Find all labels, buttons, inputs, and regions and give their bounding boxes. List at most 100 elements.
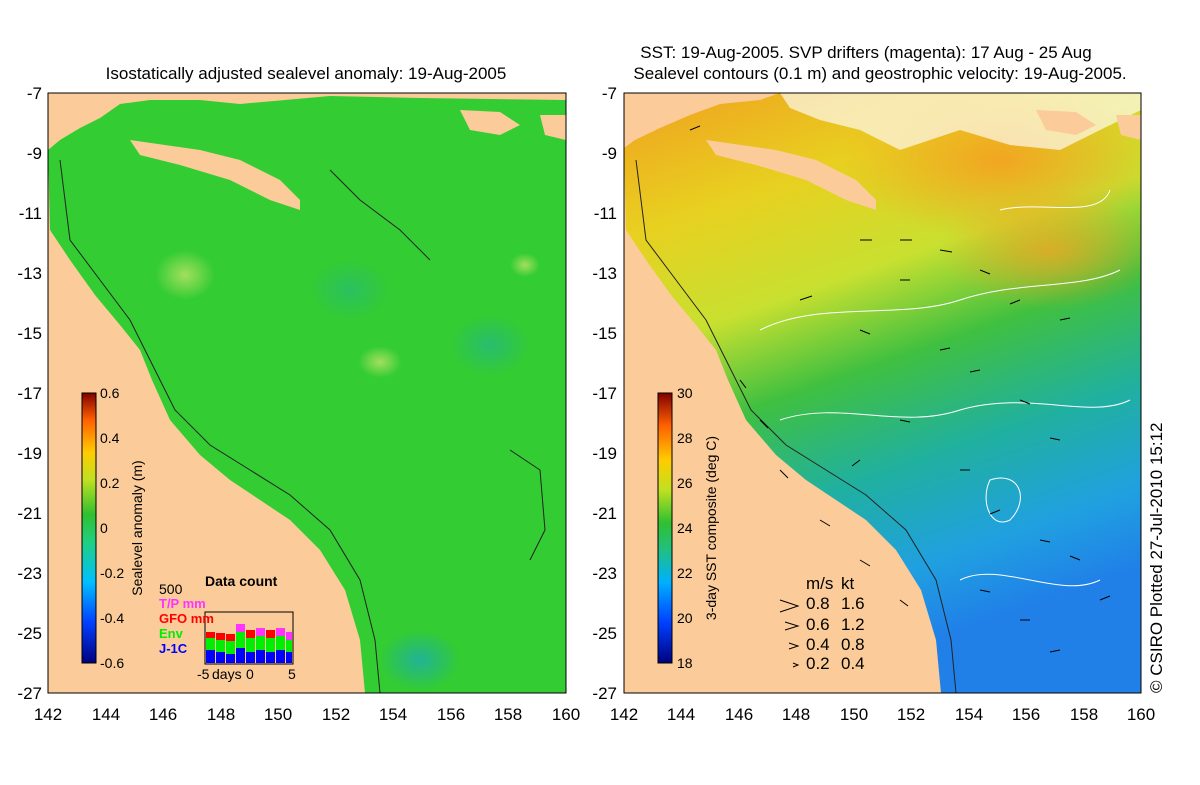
- velocity-key-ms: 0.4: [806, 635, 830, 654]
- data-count-axes: [204, 611, 294, 665]
- legend-gfo: GFO mm: [159, 611, 214, 626]
- sealevel-contour: [985, 477, 1021, 523]
- lat-tick: -7: [27, 84, 42, 103]
- left-map-frame: [47, 92, 567, 694]
- lat-tick: -7: [602, 84, 617, 103]
- lat-tick: -21: [592, 504, 617, 523]
- sst-colorbar: 30 28 26 24 22 20 18 3-day SST composite…: [657, 385, 719, 671]
- sla-colorbar-tick: 0.4: [100, 430, 120, 446]
- lon-tick: 156: [437, 705, 465, 724]
- lat-tick: -27: [592, 684, 617, 703]
- sla-colorbar-bar: [81, 392, 97, 664]
- data-count-xtick: 0: [246, 666, 254, 682]
- data-count-xlabel: days: [212, 666, 242, 682]
- sealevel-contour: [779, 399, 1131, 421]
- cloud-mask: [780, 93, 1141, 150]
- land-island: [540, 115, 566, 140]
- sst-colorbar-tick: 30: [677, 385, 693, 401]
- lat-tick: -11: [594, 204, 617, 223]
- sst-colorbar-tick: 26: [677, 475, 693, 491]
- sla-colorbar-label: Sealevel anomaly (m): [129, 460, 145, 595]
- lat-tick: -9: [602, 144, 617, 163]
- sealevel-contour: [759, 269, 1121, 331]
- sst-colorbar-label: 3-day SST composite (deg C): [703, 436, 719, 620]
- lat-tick: -13: [17, 264, 42, 283]
- land-island: [460, 110, 520, 135]
- lat-tick: -23: [17, 564, 42, 583]
- lon-tick: 142: [610, 705, 638, 724]
- lon-tick: 154: [379, 705, 407, 724]
- land-australia: [48, 150, 365, 693]
- velocity-vectors: [689, 125, 1111, 653]
- shelf-contour: [635, 159, 957, 693]
- land-island: [1116, 115, 1141, 140]
- land-australia: [624, 150, 941, 693]
- velocity-key-ms-header: m/s: [806, 574, 833, 593]
- lat-tick: -15: [17, 324, 42, 343]
- land-png: [48, 93, 566, 150]
- lon-tick: 152: [322, 705, 350, 724]
- lon-tick: 158: [1070, 705, 1098, 724]
- land-island: [1036, 110, 1096, 135]
- lon-tick: 152: [897, 705, 925, 724]
- lon-tick: 146: [725, 705, 753, 724]
- anomaly-low: [310, 260, 390, 320]
- velocity-key-arrow: [779, 599, 800, 613]
- anomaly-low: [380, 630, 460, 690]
- velocity-key-arrow: [792, 662, 800, 668]
- sla-colorbar-tick: -0.6: [100, 655, 124, 671]
- legend-j1c: J-1C: [159, 641, 188, 656]
- land-peninsula: [706, 140, 876, 210]
- left-lon-axis: 142 144 146 148 150 152 154 156 158 160: [34, 705, 580, 724]
- velocity-key-ms: 0.8: [806, 594, 830, 613]
- lat-tick: -25: [17, 624, 42, 643]
- left-map-title: Isostatically adjusted sealevel anomaly:…: [106, 64, 507, 83]
- velocity-key-kt: 1.2: [841, 615, 865, 634]
- lon-tick: 144: [667, 705, 695, 724]
- lon-tick: 148: [782, 705, 810, 724]
- sealevel-contour: [959, 573, 1101, 587]
- sst-warm-region: [940, 190, 1141, 310]
- reef-contour: [509, 449, 546, 561]
- right-map: SST: 19-Aug-2005. SVP drifters (magenta)…: [592, 43, 1155, 724]
- lon-tick: 144: [92, 705, 120, 724]
- sst-colorbar-tick: 28: [677, 430, 693, 446]
- velocity-key-kt: 0.8: [841, 635, 865, 654]
- sealevel-contour: [999, 189, 1111, 211]
- depth-contour: [329, 169, 431, 261]
- sst-colorbar-tick: 24: [677, 520, 693, 536]
- sla-colorbar-tick: 0: [100, 520, 108, 536]
- velocity-key-kt: 0.4: [841, 654, 865, 673]
- lat-tick: -17: [17, 384, 42, 403]
- lat-tick: -19: [17, 444, 42, 463]
- land-peninsula: [130, 140, 300, 210]
- lat-tick: -11: [19, 204, 42, 223]
- data-count-inset: 500 Data count T/P mm GFO mm Env J-1C -5…: [159, 573, 296, 682]
- legend-tp: T/P mm: [159, 596, 206, 611]
- data-count-xtick: 5: [288, 666, 296, 682]
- lon-tick: 148: [207, 705, 235, 724]
- velocity-key-ms: 0.2: [806, 654, 830, 673]
- lon-tick: 160: [552, 705, 580, 724]
- lat-tick: -17: [592, 384, 617, 403]
- lon-tick: 154: [955, 705, 983, 724]
- lat-tick: -9: [27, 144, 42, 163]
- lat-tick: -19: [592, 444, 617, 463]
- right-lat-axis: -7 -9 -11 -13 -15 -17 -19 -21 -23 -25 -2…: [592, 84, 617, 703]
- data-count-ymax: 500: [159, 581, 183, 597]
- left-map: Isostatically adjusted sealevel anomaly:…: [17, 64, 580, 724]
- sst-colorbar-tick: 18: [677, 655, 693, 671]
- velocity-key-arrow: [788, 642, 800, 650]
- velocity-key: m/s kt 0.8 1.6 0.6 1.2 0.4 0.8 0.2 0.4: [779, 574, 865, 673]
- lon-tick: 160: [1127, 705, 1155, 724]
- shelf-contour: [59, 159, 381, 693]
- sla-colorbar-tick: -0.2: [100, 565, 124, 581]
- velocity-key-kt: 1.6: [841, 594, 865, 613]
- velocity-key-ms: 0.6: [806, 615, 830, 634]
- csiro-credit: © CSIRO Plotted 27-Jul-2010 15:12: [1147, 422, 1166, 693]
- right-map-title-line1: SST: 19-Aug-2005. SVP drifters (magenta)…: [640, 43, 1091, 62]
- lat-tick: -15: [592, 324, 617, 343]
- anomaly-low: [450, 315, 530, 375]
- lon-tick: 156: [1012, 705, 1040, 724]
